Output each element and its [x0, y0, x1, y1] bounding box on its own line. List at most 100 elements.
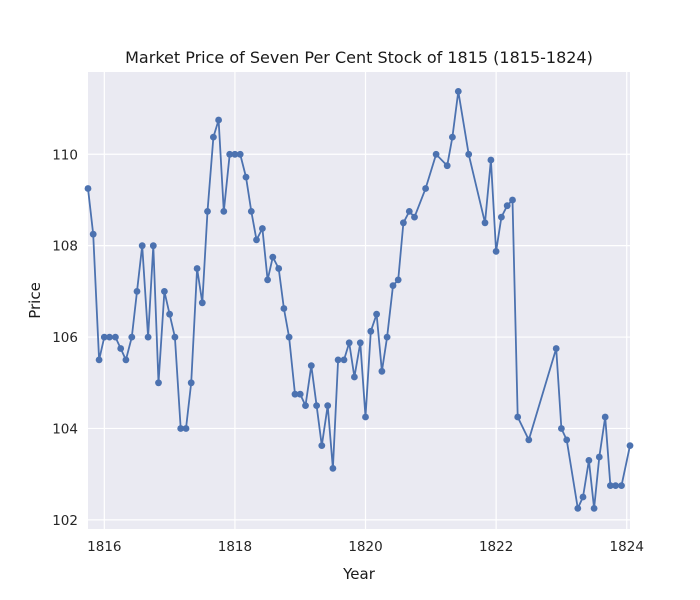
data-point: [340, 356, 348, 364]
x-axis-label: Year: [342, 565, 376, 583]
x-tick-label: 1818: [218, 539, 252, 555]
data-point: [177, 425, 185, 432]
data-point: [253, 236, 260, 244]
data-point: [226, 150, 234, 158]
data-point: [144, 333, 152, 341]
series-line: [87, 91, 631, 512]
data-point: [84, 185, 92, 192]
data-point: [345, 339, 353, 347]
data-point: [498, 213, 505, 221]
data-point: [443, 162, 451, 170]
data-point: [563, 436, 571, 444]
data-point: [231, 150, 239, 158]
data-point: [389, 282, 397, 289]
x-tick-label: 1822: [479, 539, 513, 555]
tick-labels: 1816 1818 1820 1822 1824 102 104 106 108 110: [52, 147, 644, 555]
data-point: [487, 156, 495, 164]
data-point: [313, 402, 320, 409]
x-tick-label: 1824: [610, 539, 644, 555]
data-point: [324, 402, 332, 409]
chart-title: Market Price of Seven Per Cent Stock of …: [125, 48, 593, 67]
data-point: [296, 390, 304, 398]
data-point: [574, 505, 582, 512]
data-point: [138, 242, 146, 250]
y-tick-label: 108: [52, 239, 78, 255]
data-point: [356, 339, 364, 347]
data-point: [302, 402, 309, 409]
data-point: [269, 253, 277, 261]
data-point: [383, 333, 391, 341]
data-point: [362, 413, 369, 421]
data-point: [558, 425, 565, 432]
data-point: [503, 202, 511, 210]
data-point: [585, 457, 593, 464]
data-point: [612, 482, 619, 489]
data-point: [112, 333, 119, 341]
data-point: [394, 276, 402, 284]
y-tick-label: 102: [52, 513, 78, 529]
data-point: [117, 345, 125, 352]
y-axis-label: Price: [26, 282, 44, 319]
data-point: [220, 208, 228, 215]
data-point: [128, 333, 136, 341]
x-tick-label: 1816: [87, 539, 121, 555]
data-point: [133, 288, 141, 295]
data-point: [579, 493, 587, 501]
data-point: [422, 185, 429, 192]
data-point: [351, 373, 358, 381]
data-point: [149, 242, 157, 250]
data-point: [492, 248, 500, 255]
data-point: [285, 333, 293, 341]
data-point: [525, 436, 533, 444]
data-point: [193, 265, 201, 272]
y-tick-label: 104: [52, 421, 78, 437]
data-point: [122, 356, 130, 364]
data-point: [373, 310, 380, 318]
data-point: [182, 425, 190, 432]
data-point: [509, 196, 516, 204]
data-point: [210, 133, 217, 141]
data-point: [171, 333, 179, 341]
data-point: [400, 219, 407, 227]
data-point: [187, 379, 195, 387]
data-point: [595, 453, 603, 461]
data-point: [601, 413, 609, 421]
data-point: [481, 219, 489, 227]
data-point: [89, 230, 97, 238]
data-point: [514, 413, 522, 421]
data-point: [626, 442, 634, 449]
data-point: [166, 310, 174, 318]
data-point: [236, 150, 244, 158]
data-points: [84, 88, 634, 512]
data-point: [618, 482, 625, 489]
data-point: [198, 299, 206, 307]
data-point: [552, 345, 560, 352]
data-point: [259, 225, 266, 232]
data-point: [215, 116, 223, 124]
data-point: [280, 305, 288, 312]
data-point: [378, 367, 386, 375]
data-point: [100, 333, 108, 341]
data-point: [590, 505, 598, 512]
data-point: [307, 362, 315, 369]
data-point: [432, 150, 440, 158]
plot-area: [88, 72, 630, 529]
data-point: [329, 465, 337, 472]
y-tick-label: 110: [52, 147, 78, 163]
data-point: [405, 208, 413, 215]
data-point: [155, 379, 162, 387]
data-point: [291, 390, 299, 398]
data-point: [275, 265, 283, 272]
data-point: [204, 208, 211, 215]
y-tick-label: 106: [52, 330, 78, 346]
data-point: [334, 356, 342, 364]
x-tick-label: 1820: [348, 539, 382, 555]
data-point: [242, 173, 250, 181]
data-point: [318, 442, 326, 449]
data-point: [367, 327, 375, 335]
data-point: [454, 88, 462, 95]
data-point: [449, 133, 456, 141]
data-point: [95, 356, 103, 364]
data-point: [247, 208, 255, 215]
